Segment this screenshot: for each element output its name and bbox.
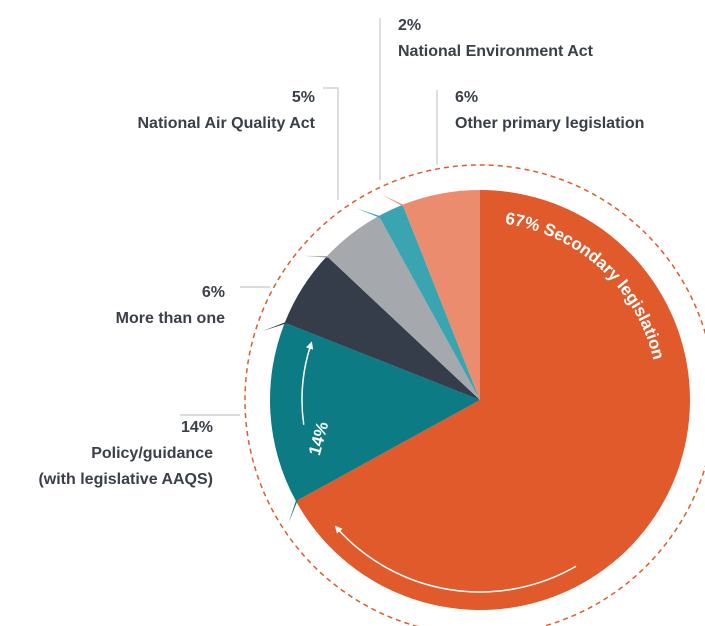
pie-slice — [378, 204, 480, 400]
slice-pointer — [381, 194, 429, 217]
pie-slice — [284, 256, 480, 400]
outer-category-label: Other primary legislation — [455, 115, 644, 132]
pie-slice — [295, 190, 690, 610]
slice-pointer — [288, 473, 305, 524]
outer-category-label: National Air Quality Act — [137, 115, 315, 132]
flow-arrow — [334, 525, 577, 593]
outer-category-label: More than one — [116, 310, 225, 327]
outer-value-label: 2% — [398, 17, 421, 34]
outer-category-label: Policy/guidance (with legislative AAQS) — [38, 445, 213, 488]
slice-pointer — [303, 255, 356, 258]
leader-line — [323, 87, 339, 200]
outer-value-label: 6% — [455, 89, 478, 106]
pie-slice — [270, 322, 480, 502]
flow-arrow — [301, 341, 314, 425]
outer-value-label: 5% — [292, 89, 315, 106]
slice-pointer — [356, 208, 407, 225]
outer-category-label: National Environment Act — [398, 43, 594, 60]
pie-slice — [326, 215, 480, 400]
outer-value-label: 6% — [202, 284, 225, 301]
pie-slice — [402, 190, 480, 400]
outer-value-label: 14% — [181, 419, 213, 436]
slice-pointer — [262, 311, 312, 332]
